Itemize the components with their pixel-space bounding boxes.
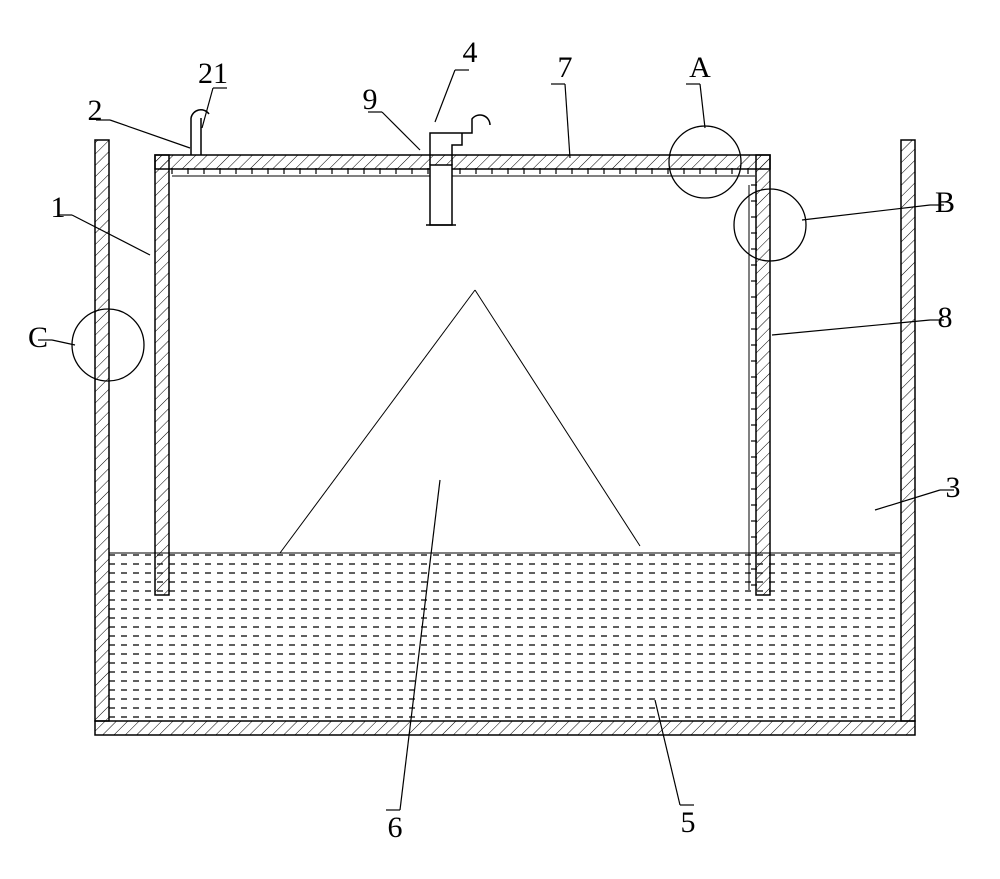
outer-tank-left-wall xyxy=(95,140,109,721)
label-text-LB: B xyxy=(935,186,955,219)
label-L9: 9 xyxy=(363,83,421,150)
label-text-L6: 6 xyxy=(388,811,403,844)
label-L7: 7 xyxy=(551,51,573,158)
label-LB: B xyxy=(802,186,955,220)
outer-tank-right-wall xyxy=(901,140,915,721)
label-L8: 8 xyxy=(772,301,953,335)
label-text-L4: 4 xyxy=(463,36,478,69)
label-text-L2: 2 xyxy=(88,94,103,127)
label-text-L8: 8 xyxy=(938,301,953,334)
label-L6: 6 xyxy=(386,480,440,844)
label-text-L5: 5 xyxy=(681,806,696,839)
inner-box-right-wall xyxy=(756,155,770,595)
label-text-L9: 9 xyxy=(363,83,378,116)
outer-tank-floor xyxy=(95,721,915,735)
label-LA: A xyxy=(686,51,711,128)
center-inlet xyxy=(426,115,490,225)
inner-box-left-wall xyxy=(155,155,169,595)
label-text-LA: A xyxy=(689,51,711,84)
inner-box-top-wall xyxy=(155,155,770,169)
label-text-L3: 3 xyxy=(946,471,961,504)
label-L21: 21 xyxy=(198,57,228,128)
water xyxy=(109,553,901,717)
label-L4: 4 xyxy=(435,36,478,122)
label-L3: 3 xyxy=(875,471,961,510)
label-text-L7: 7 xyxy=(558,51,573,84)
label-text-LC: C xyxy=(28,321,48,354)
left-vent xyxy=(191,110,209,155)
label-text-L1: 1 xyxy=(51,191,66,224)
label-text-L21: 21 xyxy=(198,57,228,90)
triangle-guide xyxy=(280,290,640,553)
label-LC: C xyxy=(28,321,75,354)
